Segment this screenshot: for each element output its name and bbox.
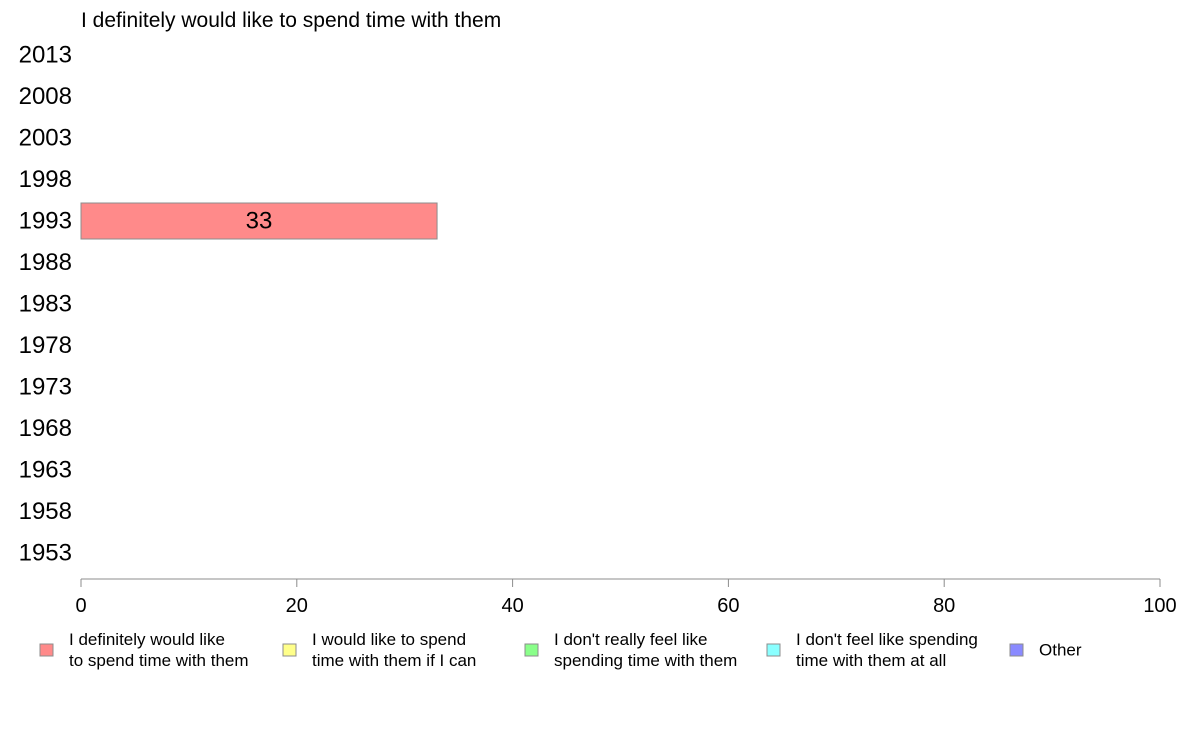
category-label-1988: 1988	[19, 249, 72, 276]
legend-swatch	[524, 643, 539, 657]
category-label-1998: 1998	[19, 166, 72, 193]
legend-label: time with them if I can	[312, 651, 476, 670]
category-label-1983: 1983	[19, 291, 72, 318]
legend-swatch	[766, 643, 781, 657]
x-tick-label-40: 40	[501, 595, 523, 617]
category-label-1973: 1973	[19, 374, 72, 401]
x-tick-label-20: 20	[286, 595, 308, 617]
legend-label: I don't really feel like	[554, 630, 708, 649]
category-label-1958: 1958	[19, 498, 72, 525]
legend-label: to spend time with them	[69, 651, 249, 670]
legend-label: I would like to spend	[312, 630, 466, 649]
x-axis: 0 20 40 60 80 100	[75, 578, 1177, 617]
category-label-1953: 1953	[19, 540, 72, 567]
legend-swatch	[39, 643, 54, 657]
category-label-1963: 1963	[19, 457, 72, 484]
legend-item-3: I don't really feel like spending time wi…	[524, 630, 737, 670]
category-label-1968: 1968	[19, 415, 72, 442]
legend-swatch	[282, 643, 297, 657]
legend-item-1: I definitely would like to spend time wit…	[39, 630, 249, 670]
x-tick-label-80: 80	[933, 595, 955, 617]
category-label-1993: 1993	[19, 208, 72, 235]
legend-item-4: I don't feel like spending time with them…	[766, 630, 978, 670]
legend-item-5: Other	[1009, 641, 1082, 660]
category-labels: 2013 2008 2003 1998 1993 1988 1983 1978 1973 1968…	[19, 42, 72, 567]
legend: I definitely would like to spend time wit…	[39, 630, 1082, 670]
chart-title: I definitely would like to spend time wi…	[81, 9, 501, 32]
bars: 33	[80, 202, 438, 240]
data-label-1993: 33	[246, 208, 273, 235]
legend-item-2: I would like to spend time with them if I…	[282, 630, 476, 670]
legend-label: time with them at all	[796, 651, 946, 670]
legend-swatch	[1009, 643, 1024, 657]
x-tick-label-100: 100	[1143, 595, 1176, 617]
legend-label: I don't feel like spending	[796, 630, 978, 649]
category-label-2008: 2008	[19, 83, 72, 110]
legend-label: spending time with them	[554, 651, 737, 670]
category-label-2013: 2013	[19, 42, 72, 69]
x-tick-label-0: 0	[75, 595, 86, 617]
category-label-1978: 1978	[19, 332, 72, 359]
x-tick-label-60: 60	[717, 595, 739, 617]
legend-label: I definitely would like	[69, 630, 225, 649]
bar-1993	[80, 202, 438, 240]
legend-label: Other	[1039, 641, 1082, 660]
category-label-2003: 2003	[19, 125, 72, 152]
